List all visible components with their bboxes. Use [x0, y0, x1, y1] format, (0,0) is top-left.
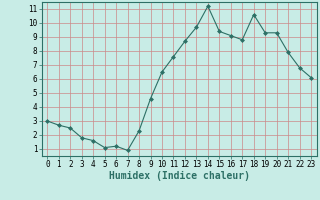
X-axis label: Humidex (Indice chaleur): Humidex (Indice chaleur) [109, 171, 250, 181]
